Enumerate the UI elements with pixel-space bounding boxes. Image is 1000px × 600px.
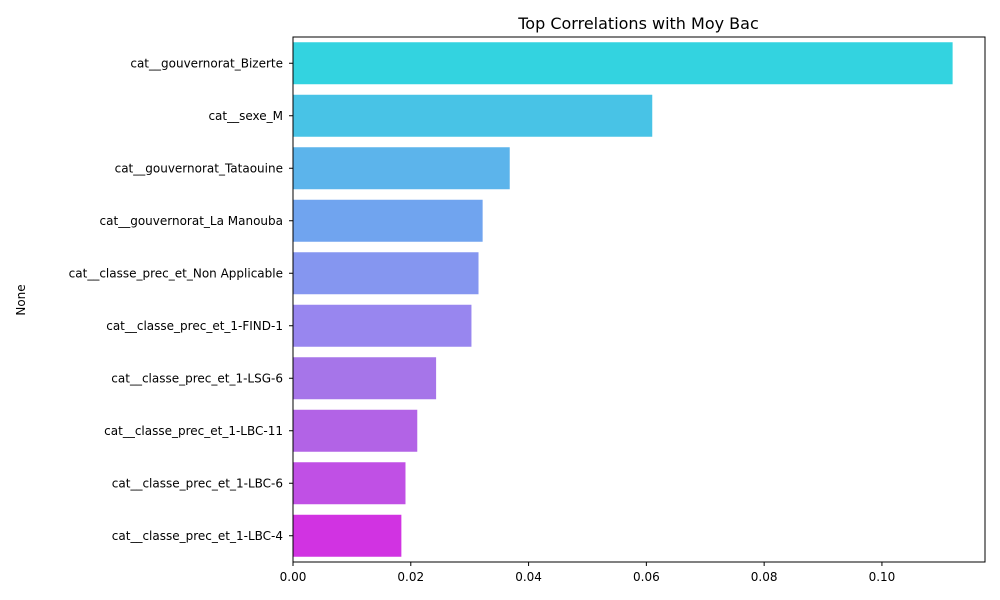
x-ticks-group: 0.00 0.02 0.04 0.06 0.08 0.10 xyxy=(280,562,896,584)
x-tick-label: 0.02 xyxy=(397,570,424,584)
bar xyxy=(293,409,418,452)
x-tick-label: 0.10 xyxy=(869,570,896,584)
bar xyxy=(293,147,510,190)
y-tick-label: cat__sexe_M xyxy=(208,109,283,123)
y-tick-label: cat__gouvernorat_Tataouine xyxy=(115,161,283,175)
y-tick-label: cat__classe_prec_et_1-LSG-6 xyxy=(111,371,283,385)
y-tick-label: cat__classe_prec_et_1-LBC-6 xyxy=(112,476,283,490)
bar xyxy=(293,94,653,137)
chart-title: Top Correlations with Moy Bac xyxy=(517,14,759,33)
y-tick-label: cat__classe_prec_et_Non Applicable xyxy=(69,266,283,280)
y-tick-label: cat__classe_prec_et_1-FIND-1 xyxy=(106,319,283,333)
bar xyxy=(293,199,483,242)
y-ticks-group: cat__gouvernorat_Bizerte cat__sexe_M cat__… xyxy=(69,56,293,543)
bar xyxy=(293,514,402,557)
y-tick-label: cat__classe_prec_et_1-LBC-4 xyxy=(112,529,283,543)
x-tick-label: 0.08 xyxy=(751,570,778,584)
y-tick-label: cat__gouvernorat_Bizerte xyxy=(130,56,283,70)
y-tick-label: cat__classe_prec_et_1-LBC-11 xyxy=(104,424,283,438)
y-tick-label: cat__gouvernorat_La Manouba xyxy=(100,214,283,228)
bar xyxy=(293,462,406,505)
x-tick-label: 0.06 xyxy=(633,570,660,584)
x-tick-label: 0.00 xyxy=(280,570,307,584)
bar xyxy=(293,42,953,85)
bar xyxy=(293,304,472,347)
y-axis-label: None xyxy=(14,284,28,315)
x-tick-label: 0.04 xyxy=(515,570,542,584)
bars-group xyxy=(293,42,953,557)
plot-frame xyxy=(292,36,986,563)
axes-group xyxy=(292,36,986,563)
bar xyxy=(293,357,437,400)
bar xyxy=(293,252,479,295)
